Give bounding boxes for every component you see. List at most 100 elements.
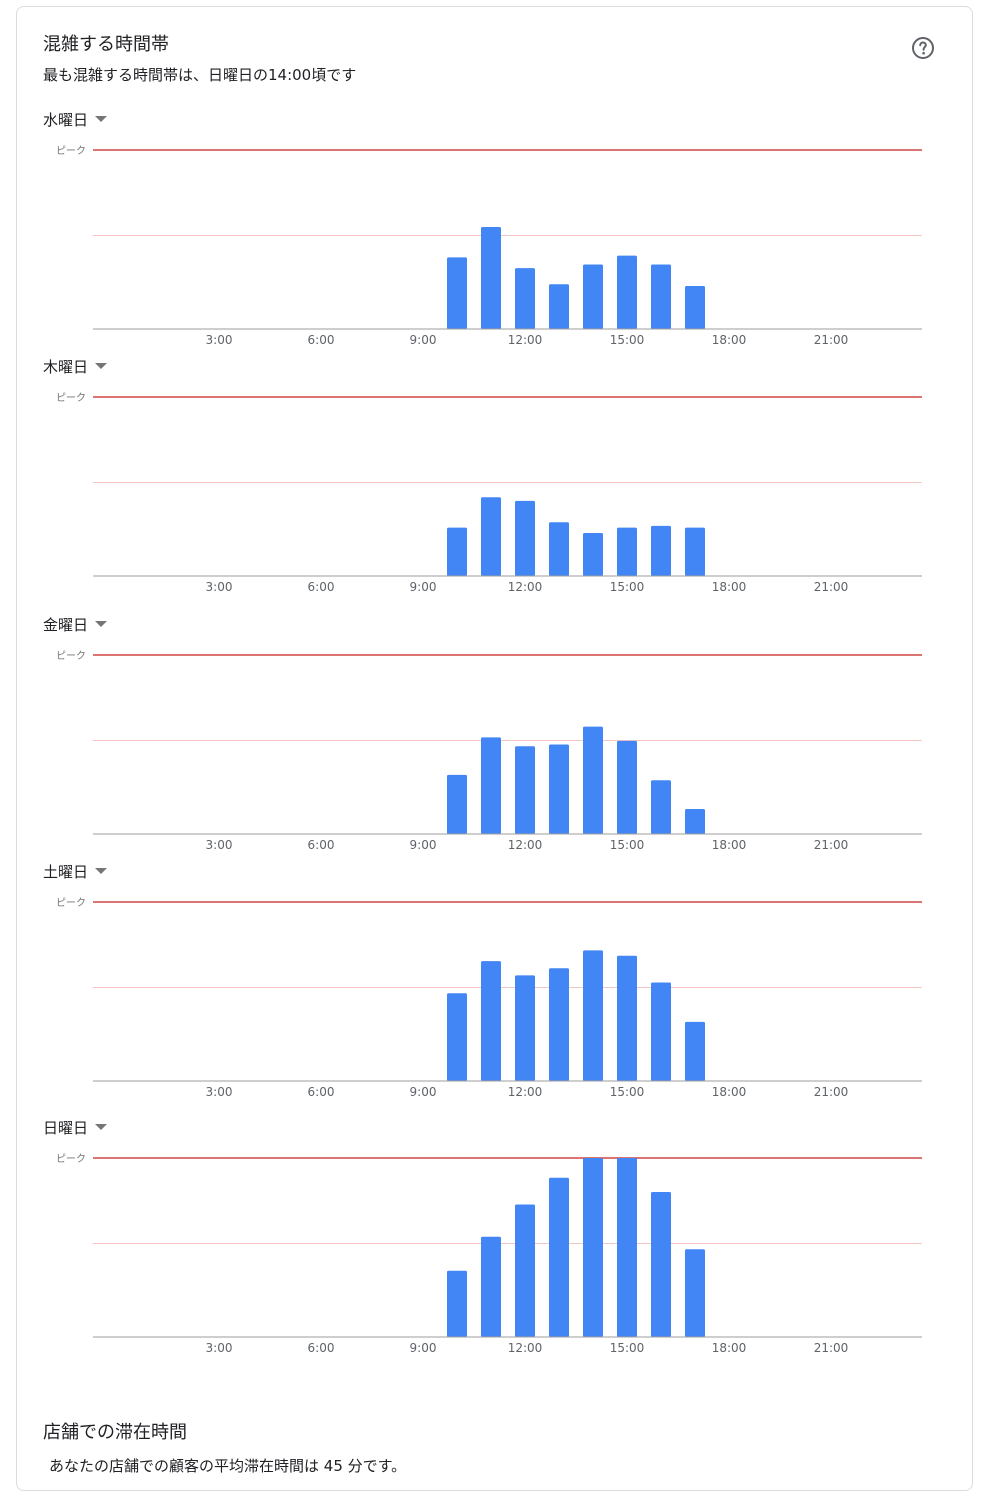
x-tick-label: 6:00: [308, 1085, 335, 1099]
x-tick-label: 12:00: [508, 838, 543, 852]
x-tick-label: 21:00: [814, 1341, 849, 1355]
day-chart-section: ピーク 3:00 6:00 9:00 12:00 15:00 18:00 21:00 水曜日: [0, 111, 1000, 359]
popular-times-title: 混雑する時間帯: [43, 34, 169, 55]
day-selector-label: 木曜日: [43, 357, 89, 376]
busyness-bar: [583, 264, 603, 329]
busyness-bar: [651, 780, 671, 834]
x-tick-label: 12:00: [508, 1085, 543, 1099]
busyness-bar: [583, 726, 603, 834]
x-tick-label: 18:00: [712, 1341, 747, 1355]
busyness-bar: [447, 1270, 467, 1337]
busyness-bar-chart: ピーク 3:00 6:00 9:00 12:00 15:00 18:00 21:00: [56, 650, 922, 852]
busyness-bar-chart: ピーク 3:00 6:00 9:00 12:00 15:00 18:00 21:00: [56, 145, 922, 347]
x-tick-label: 9:00: [410, 580, 437, 594]
x-tick-label: 6:00: [308, 580, 335, 594]
x-tick-label: 18:00: [712, 580, 747, 594]
peak-label: ピーク: [56, 650, 86, 662]
busyness-bar: [515, 975, 535, 1081]
busyness-bar: [651, 982, 671, 1081]
busyness-bar: [481, 737, 501, 834]
busyness-bar-chart: ピーク 3:00 6:00 9:00 12:00 15:00 18:00 21:00: [56, 1153, 922, 1355]
busyness-bar: [685, 286, 705, 329]
busyness-bar: [481, 497, 501, 576]
x-tick-label: 15:00: [610, 838, 645, 852]
x-tick-label: 21:00: [814, 333, 849, 347]
peak-label: ピーク: [56, 392, 86, 404]
day-selector-dropdown[interactable]: 木曜日: [43, 354, 108, 378]
day-chart-section: ピーク 3:00 6:00 9:00 12:00 15:00 18:00 21:00 土曜日: [0, 863, 1000, 1111]
busyness-bar: [583, 533, 603, 576]
x-tick-label: 3:00: [206, 838, 233, 852]
x-tick-label: 12:00: [508, 1341, 543, 1355]
busyness-bar: [549, 1177, 569, 1337]
x-tick-label: 9:00: [410, 1341, 437, 1355]
busyness-bar: [515, 268, 535, 329]
busyness-bar: [583, 950, 603, 1081]
day-selector-dropdown[interactable]: 金曜日: [43, 612, 108, 636]
busyness-bar: [617, 740, 637, 834]
x-tick-label: 15:00: [610, 333, 645, 347]
x-tick-label: 21:00: [814, 580, 849, 594]
caret-down-icon: [95, 868, 108, 874]
day-selector-dropdown[interactable]: 水曜日: [43, 107, 108, 131]
day-chart-section: ピーク 3:00 6:00 9:00 12:00 15:00 18:00 21:00 金曜日: [0, 616, 1000, 864]
busyness-bar: [515, 746, 535, 834]
x-tick-label: 9:00: [410, 838, 437, 852]
busyness-bar: [481, 1236, 501, 1337]
day-selector-label: 土曜日: [43, 862, 89, 881]
busyness-bar: [617, 955, 637, 1081]
x-tick-label: 12:00: [508, 580, 543, 594]
day-chart-section: ピーク 3:00 6:00 9:00 12:00 15:00 18:00 21:00 木曜日: [0, 358, 1000, 606]
day-selector-dropdown[interactable]: 土曜日: [43, 859, 108, 883]
x-tick-label: 18:00: [712, 1085, 747, 1099]
popular-times-subtitle: 最も混雑する時間帯は、日曜日の14:00頃です: [43, 66, 357, 84]
busyness-bar: [685, 808, 705, 834]
busyness-bar: [617, 255, 637, 329]
day-selector-label: 金曜日: [43, 615, 89, 634]
busyness-bar: [447, 774, 467, 834]
peak-label: ピーク: [56, 897, 86, 909]
busyness-bar: [549, 744, 569, 834]
x-tick-label: 6:00: [308, 333, 335, 347]
x-tick-label: 15:00: [610, 580, 645, 594]
caret-down-icon: [95, 621, 108, 627]
x-tick-label: 12:00: [508, 333, 543, 347]
busyness-bar: [447, 527, 467, 576]
dwell-time-title: 店舗での滞在時間: [43, 1422, 187, 1443]
busyness-bar: [481, 226, 501, 329]
help-icon[interactable]: [911, 36, 935, 60]
busyness-bar: [549, 284, 569, 329]
busyness-bar: [685, 1249, 705, 1337]
day-selector-label: 日曜日: [43, 1118, 89, 1137]
busyness-bar: [481, 961, 501, 1081]
busyness-bar: [515, 1204, 535, 1337]
peak-label: ピーク: [56, 145, 86, 157]
x-tick-label: 3:00: [206, 580, 233, 594]
caret-down-icon: [95, 1124, 108, 1130]
x-tick-label: 6:00: [308, 838, 335, 852]
busyness-bar: [685, 1021, 705, 1081]
busyness-bar: [651, 264, 671, 329]
x-tick-label: 18:00: [712, 838, 747, 852]
x-tick-label: 3:00: [206, 1341, 233, 1355]
day-chart-section: ピーク 3:00 6:00 9:00 12:00 15:00 18:00 21:00 日曜日: [0, 1119, 1000, 1367]
day-selector-label: 水曜日: [43, 110, 89, 129]
dwell-time-text: あなたの店舗での顧客の平均滞在時間は 45 分です。: [49, 1457, 407, 1475]
busyness-bar: [651, 1192, 671, 1337]
caret-down-icon: [95, 363, 108, 369]
busyness-bar: [685, 527, 705, 576]
busyness-bar: [651, 525, 671, 576]
day-selector-dropdown[interactable]: 日曜日: [43, 1115, 108, 1139]
x-tick-label: 18:00: [712, 333, 747, 347]
busyness-bar-chart: ピーク 3:00 6:00 9:00 12:00 15:00 18:00 21:00: [56, 897, 922, 1099]
busyness-bar: [447, 257, 467, 329]
busyness-bar-chart: ピーク 3:00 6:00 9:00 12:00 15:00 18:00 21:00: [56, 392, 922, 594]
caret-down-icon: [95, 116, 108, 122]
x-tick-label: 3:00: [206, 1085, 233, 1099]
x-tick-label: 15:00: [610, 1085, 645, 1099]
x-tick-label: 15:00: [610, 1341, 645, 1355]
x-tick-label: 9:00: [410, 1085, 437, 1099]
x-tick-label: 9:00: [410, 333, 437, 347]
x-tick-label: 21:00: [814, 838, 849, 852]
busyness-bar: [447, 993, 467, 1081]
